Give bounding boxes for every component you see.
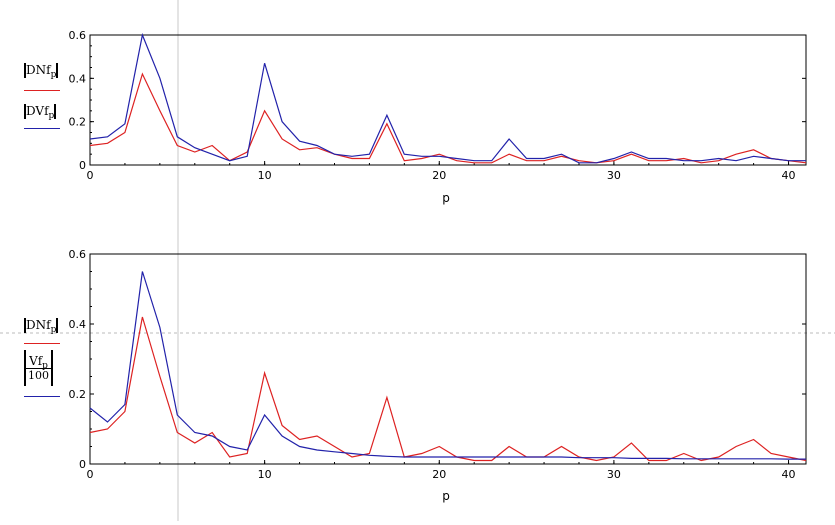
legend-entry-dnf-2: DNfp xyxy=(24,318,59,335)
legend-vf-main: Vf xyxy=(29,354,43,368)
series-line-1-2 xyxy=(89,32,806,164)
x-tick-label: 0 xyxy=(87,468,94,481)
series-line-2-1 xyxy=(89,316,807,462)
x-tick-label: 40 xyxy=(782,169,796,182)
series-line-2-2 xyxy=(89,271,806,460)
x-tick-label: 0 xyxy=(87,169,94,182)
y-tick-label: 0 xyxy=(79,458,86,471)
legend-line-red-1 xyxy=(24,90,60,91)
x-axis-label: p xyxy=(442,489,450,503)
legend-line-blue-1 xyxy=(24,128,60,129)
x-tick-label: 10 xyxy=(258,169,272,182)
legend-dnf-sub-2: p xyxy=(50,325,57,335)
series-line-1-1 xyxy=(89,72,807,164)
legend-dnf-sub: p xyxy=(50,70,57,80)
legend-vf-fraction: Vfp 100 xyxy=(26,354,51,382)
x-tick-label: 20 xyxy=(432,169,446,182)
y-tick-label: 0.2 xyxy=(69,388,87,401)
x-tick-label: 20 xyxy=(432,468,446,481)
x-axis-label: p xyxy=(442,191,450,205)
x-tick-label: 10 xyxy=(258,468,272,481)
legend-entry-dnf: DNfp xyxy=(24,63,59,80)
legend-dnf-main: DNf xyxy=(26,63,51,77)
legend-dvf-sub: p xyxy=(48,111,55,121)
y-tick-label: 0.4 xyxy=(69,318,87,331)
y-tick-label: 0 xyxy=(79,159,86,172)
x-tick-label: 40 xyxy=(782,468,796,481)
x-tick-label: 30 xyxy=(607,169,621,182)
legend-line-blue-2 xyxy=(24,396,60,397)
legend-dnf-main-2: DNf xyxy=(26,318,51,332)
legend-entry-dvf: DVfp xyxy=(24,104,57,121)
legend-dvf-main: DVf xyxy=(26,104,49,118)
y-tick-label: 0.6 xyxy=(69,29,87,42)
y-tick-label: 0.6 xyxy=(69,248,87,261)
legend-entry-vf: Vfp 100 xyxy=(24,350,53,386)
y-tick-label: 0.2 xyxy=(69,116,87,129)
legend-chart-2b: Vfp 100 xyxy=(24,350,53,386)
legend-vf-den: 100 xyxy=(28,369,49,382)
y-tick-label: 0.4 xyxy=(69,72,87,85)
legend-chart-2: DNfp xyxy=(24,318,59,335)
legend-chart-1b: DVfp xyxy=(24,104,57,121)
legend-chart-1: DNfp xyxy=(24,63,59,80)
legend-line-red-2 xyxy=(24,343,60,344)
plot-frame-1 xyxy=(89,34,807,166)
x-tick-label: 30 xyxy=(607,468,621,481)
legend-vf-sub: p xyxy=(42,361,48,371)
